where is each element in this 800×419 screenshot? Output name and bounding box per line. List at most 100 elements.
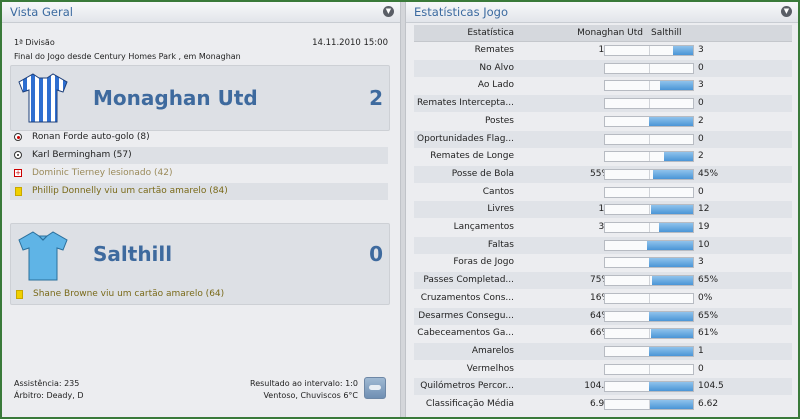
stat-away-value: 65% — [698, 310, 719, 321]
halftime-score-text: Resultado ao intervalo: 1:0 — [250, 379, 358, 388]
stat-away-value: 61% — [698, 328, 719, 339]
stat-home-value: 55% — [589, 168, 610, 179]
stat-row: Postes22 — [414, 113, 792, 130]
stat-away-fill — [658, 223, 693, 232]
stat-label: Desarmes Consegu... — [418, 310, 514, 321]
stat-comparison-bar — [604, 257, 694, 269]
stat-comparison-bar — [604, 328, 694, 340]
event-text: Ronan Forde auto-golo (8) — [32, 132, 150, 142]
stat-comparison-bar — [604, 381, 694, 393]
stat-away-value: 45% — [698, 168, 719, 179]
stat-row: Foras de Jogo33 — [414, 254, 792, 271]
stat-label: Cantos — [482, 186, 514, 197]
stats-panel-title: Estatísticas Jogo — [414, 5, 508, 19]
stat-away-fill — [649, 116, 693, 126]
stat-away-value: 6.62 — [698, 399, 719, 409]
stat-away-value: 1 — [698, 345, 704, 356]
home-event-goal: Karl Bermingham (57) — [10, 147, 388, 164]
stat-row: Vermelhos00 — [414, 361, 792, 378]
home-team-name[interactable]: Monaghan Utd — [93, 86, 258, 110]
stat-comparison-bar — [604, 168, 694, 180]
stat-comparison-bar — [604, 98, 694, 110]
stat-comparison-bar — [604, 115, 694, 127]
stat-away-fill — [650, 329, 693, 339]
stat-row: Quilómetros Percor... 104.1 104.5 — [414, 378, 792, 396]
stat-label: Remates de Longe — [430, 151, 514, 162]
stat-away-value: 12 — [698, 204, 710, 215]
stat-away-value: 2 — [698, 151, 704, 162]
stat-away-fill — [646, 240, 693, 250]
panel-splitter[interactable] — [400, 2, 406, 417]
stat-away-value: 104.5 — [698, 381, 724, 392]
stat-home-value: 16% — [589, 292, 610, 303]
event-text: Karl Bermingham (57) — [32, 150, 132, 160]
away-column-header[interactable]: Salthill — [651, 28, 682, 38]
stat-home-value: 75% — [589, 275, 610, 286]
stat-label: Quilómetros Percor... — [420, 381, 514, 392]
home-column-header[interactable]: Monaghan Utd — [577, 28, 643, 38]
stat-away-value: 0 — [698, 363, 704, 374]
home-event-own-goal: Ronan Forde auto-golo (8) — [10, 129, 388, 146]
stat-away-value: 65% — [698, 275, 719, 286]
stat-comparison-bar — [604, 399, 694, 410]
stat-column-header[interactable]: Estatística — [467, 28, 514, 38]
stat-row: Remates103 — [414, 42, 792, 59]
stat-comparison-bar — [604, 45, 694, 56]
stat-row: Remates Intercepta...20 — [414, 95, 792, 113]
stats-table-header: Estatística Monaghan Utd Salthill — [414, 25, 792, 42]
stat-comparison-bar — [604, 204, 694, 216]
stat-row: No Alvo30 — [414, 59, 792, 77]
stat-away-value: 0 — [698, 186, 704, 197]
panel-menu-icon[interactable]: ▼ — [781, 6, 792, 17]
stat-away-value: 19 — [698, 222, 710, 232]
stat-label: Posse de Bola — [451, 168, 514, 179]
panel-menu-icon[interactable]: ▼ — [383, 6, 394, 17]
stat-away-value: 0 — [698, 133, 704, 144]
stat-comparison-bar — [604, 222, 694, 233]
away-event-yellow-card: Shane Browne viu um cartão amarelo (64) — [11, 286, 389, 303]
stat-away-value: 3 — [698, 80, 704, 91]
stat-row: Cantos50 — [414, 184, 792, 201]
stat-row: Ao Lado53 — [414, 77, 792, 94]
stats-panel-header: Estatísticas Jogo ▼ — [406, 2, 798, 23]
stat-row: Cabeceamentos Ga... 66% 61% — [414, 325, 792, 342]
away-team-name[interactable]: Salthill — [93, 242, 173, 266]
stat-row: Amarelos11 — [414, 342, 792, 360]
match-subtitle: Final do Jogo desde Century Homes Park ,… — [14, 52, 241, 61]
home-event-injury: + Dominic Tierney lesionado (42) — [10, 165, 388, 182]
stat-row: Lançamentos3019 — [414, 219, 792, 236]
stat-away-value: 0 — [698, 62, 704, 73]
stat-label: Ao Lado — [477, 80, 514, 91]
home-team-box: Monaghan Utd 2 — [10, 65, 390, 131]
stat-away-fill — [648, 382, 693, 392]
stat-label: Cruzamentos Cons... — [420, 292, 514, 303]
event-text: Phillip Donnelly viu um cartão amarelo (… — [32, 186, 228, 196]
own-goal-icon — [14, 133, 22, 141]
stat-away-value: 0 — [698, 98, 704, 109]
stat-home-value: 6.99 — [589, 399, 610, 409]
match-stats-panel: Estatísticas Jogo ▼ Estatística Monaghan… — [406, 2, 798, 417]
division-label: 1ª Divisão — [14, 38, 55, 47]
home-event-yellow-card: Phillip Donnelly viu um cartão amarelo (… — [10, 183, 388, 200]
stat-home-value: 64% — [589, 310, 610, 321]
goal-icon — [14, 151, 22, 159]
stat-away-fill — [663, 152, 693, 162]
injury-icon: + — [14, 169, 22, 177]
weather-text: Ventoso, Chuviscos 6°C — [263, 391, 358, 400]
overview-panel-title: Vista Geral — [10, 5, 73, 19]
match-datetime: 14.11.2010 15:00 — [312, 38, 388, 48]
stat-label: Passes Completad... — [423, 275, 514, 286]
stat-comparison-bar — [604, 363, 694, 375]
stat-away-value: 10 — [698, 239, 710, 250]
stat-comparison-bar — [604, 310, 694, 322]
stat-away-value: 0% — [698, 292, 713, 303]
stat-away-fill — [650, 205, 693, 215]
event-text: Shane Browne viu um cartão amarelo (64) — [33, 289, 225, 299]
stat-away-fill — [672, 46, 693, 55]
stat-label: Remates Intercepta... — [416, 98, 514, 109]
stat-away-value: 3 — [698, 257, 704, 268]
stat-label: Remates — [474, 45, 514, 55]
stat-away-fill — [649, 346, 693, 356]
stat-label: Postes — [484, 115, 514, 126]
